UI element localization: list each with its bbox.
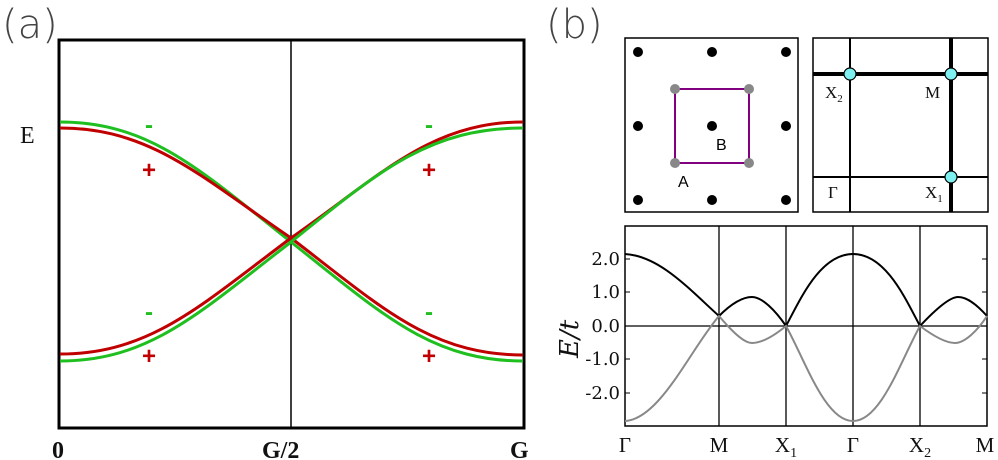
gamma-label: Γ	[828, 183, 838, 202]
k-label-x2: X2	[909, 433, 931, 460]
sign-minus: -	[425, 112, 433, 139]
panel-a-y-label: E	[20, 123, 35, 149]
x-tick-0: 0	[52, 438, 64, 460]
curve-red-ascending	[59, 120, 524, 356]
band-structure-plot: 2.0 1.0 0.0 -1.0 -2.0 E/t Γ M X1 Γ X2 M	[555, 225, 995, 460]
sign-plus: +	[142, 157, 156, 184]
curve-green-ascending	[59, 126, 524, 363]
band-y-label: E/t	[555, 319, 585, 359]
site-b-dot	[633, 195, 643, 205]
k-label-gamma: Γ	[847, 433, 859, 457]
k-label-m: M	[710, 433, 729, 457]
sign-plus: +	[422, 343, 436, 370]
site-b-dot	[633, 121, 643, 131]
site-a-dot	[670, 84, 680, 94]
site-b-dot	[781, 121, 791, 131]
y-tick: 2.0	[591, 249, 620, 270]
y-tick: -2.0	[585, 383, 620, 404]
m-label: M	[925, 83, 940, 102]
sign-minus: -	[145, 112, 153, 139]
x2-point-marker	[843, 67, 857, 81]
site-a-dot	[744, 84, 754, 94]
bz-frame	[812, 37, 989, 213]
site-b-dot	[633, 47, 643, 57]
site-a-dot	[744, 158, 754, 168]
sign-plus: +	[422, 157, 436, 184]
panel-b-label: (b)	[546, 2, 603, 48]
site-a-dot	[670, 158, 680, 168]
x2-label: X2	[825, 83, 843, 105]
y-tick: -1.0	[585, 349, 620, 370]
y-tick: 0.0	[591, 316, 620, 337]
lower-band-curve	[624, 314, 988, 423]
sign-minus: -	[425, 299, 433, 326]
k-label-m: M	[976, 433, 995, 457]
panel-a-label: (a)	[2, 2, 58, 48]
sign-minus: -	[145, 299, 153, 326]
site-b-dot	[781, 195, 791, 205]
sign-plus: +	[142, 343, 156, 370]
x1-label: X1	[925, 183, 943, 205]
site-b-dot	[781, 47, 791, 57]
x1-point-marker	[944, 170, 958, 184]
site-b-dot	[707, 195, 717, 205]
site-b-label: B	[716, 137, 727, 154]
site-b-dot	[707, 47, 717, 57]
site-a-label: A	[678, 174, 689, 191]
brillouin-zone-diagram: X2 M Γ X1	[812, 37, 989, 213]
lattice-diagram: B A	[624, 37, 799, 213]
y-tick: 1.0	[591, 282, 620, 303]
site-b-dot	[707, 121, 717, 131]
unit-cell	[674, 88, 750, 164]
upper-band-curve	[624, 252, 988, 328]
m-point-marker	[944, 67, 958, 81]
panel-a-plot: - + - + - + - + 0 G/2 G	[52, 38, 529, 460]
x-tick-g: G	[510, 438, 529, 460]
k-label-gamma: Γ	[619, 433, 631, 457]
k-label-x1: X1	[775, 433, 797, 460]
x-tick-g-half: G/2	[262, 438, 299, 460]
lattice-frame	[624, 37, 799, 213]
